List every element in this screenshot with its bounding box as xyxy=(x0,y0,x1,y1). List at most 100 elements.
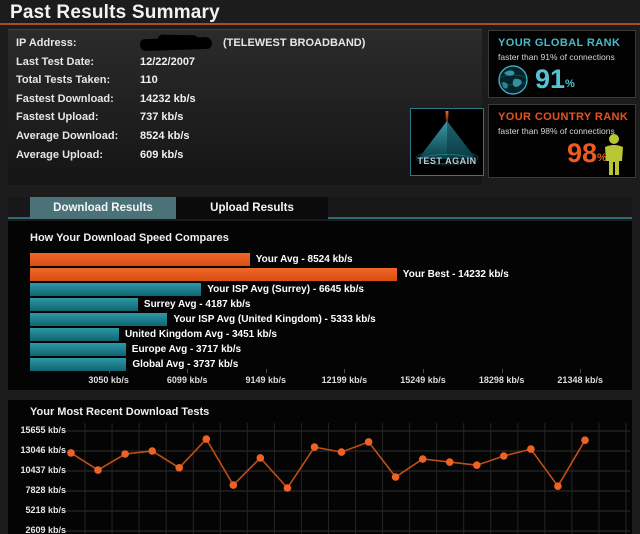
y-axis-label: 5218 kb/s xyxy=(25,505,66,515)
x-tick: 18298 kb/s xyxy=(478,375,525,385)
data-point xyxy=(283,484,292,492)
x-tick: 3050 kb/s xyxy=(88,375,129,385)
tab-upload-results[interactable]: Upload Results xyxy=(176,197,328,219)
page-title: Past Results Summary xyxy=(10,2,220,23)
data-point xyxy=(418,455,427,463)
y-axis-label: 7828 kb/s xyxy=(25,485,66,495)
data-point xyxy=(310,443,319,451)
globe-icon xyxy=(496,63,530,102)
data-point xyxy=(527,445,535,453)
title-underline xyxy=(0,23,640,25)
info-value: 14232 kb/s xyxy=(140,92,196,105)
data-point xyxy=(202,435,211,443)
tab-download-results[interactable]: Download Results xyxy=(30,197,176,219)
test-again-label: TEST AGAIN xyxy=(417,156,477,166)
info-row: Average Upload: 609 kb/s xyxy=(16,149,476,165)
info-value: 12/22/2007 xyxy=(140,55,196,68)
y-axis-label: 2609 kb/s xyxy=(25,525,66,534)
info-value: 609 kb/s xyxy=(140,148,184,161)
info-label: Total Tests Taken: xyxy=(16,74,111,87)
bar-row: Your Best - 14232 kb/s xyxy=(30,268,630,281)
bar xyxy=(30,298,138,311)
data-point xyxy=(148,447,156,455)
x-tick: 6099 kb/s xyxy=(166,375,208,385)
bar-label: Europe Avg - 3717 kb/s xyxy=(131,344,242,355)
x-tickmark xyxy=(344,369,346,373)
info-row: Last Test Date: 12/22/2007 xyxy=(16,56,476,72)
info-label: Last Test Date: xyxy=(16,55,95,68)
y-axis-label: 13046 kb/s xyxy=(20,445,66,455)
data-point xyxy=(229,481,238,489)
data-point xyxy=(473,461,481,469)
bar xyxy=(30,313,168,326)
bar-row: Your Avg - 8524 kb/s xyxy=(30,253,630,266)
info-label: Fastest Download: xyxy=(16,92,114,105)
bar xyxy=(30,343,126,356)
redacted-ip xyxy=(139,36,213,52)
data-point xyxy=(175,464,183,472)
info-row: IP Address: (TELEWEST BROADBAND) xyxy=(16,36,476,53)
info-value: 8524 kb/s xyxy=(140,130,190,142)
y-axis-label: 10437 kb/s xyxy=(20,465,66,475)
bar-row: Europe Avg - 3717 kb/s xyxy=(30,343,630,356)
summary-panel: IP Address: (TELEWEST BROADBAND) Last Test… xyxy=(8,29,482,185)
data-point xyxy=(121,450,129,458)
data-point xyxy=(581,436,589,444)
country-rank-value: 98% xyxy=(567,138,607,168)
x-tickmark xyxy=(108,369,110,373)
test-again-pyramid-icon xyxy=(415,111,479,166)
global-rank-value: 91% xyxy=(535,64,575,94)
x-tick: 15249 kb/s xyxy=(400,375,446,385)
data-point xyxy=(337,448,346,456)
recent-tests-panel: Your Most Recent Download Tests 15655 kb… xyxy=(8,400,632,534)
bar-label: Your ISP Avg (Surrey) - 6645 kb/s xyxy=(207,284,364,295)
bar-label: Your Avg - 8524 kb/s xyxy=(255,254,353,265)
bar-row: Your ISP Avg (United Kingdom) - 5333 kb/… xyxy=(30,313,630,326)
x-tick: 21348 kb/s xyxy=(557,375,603,385)
country-rank-panel: YOUR COUNTRY RANK faster than 98% of con… xyxy=(488,104,636,178)
bar-label: Your Best - 14232 kb/s xyxy=(402,269,509,280)
test-again-button[interactable]: TEST AGAIN xyxy=(410,108,484,176)
bar-chart: Your Avg - 8524 kb/s Your Best - 14232 kb… xyxy=(30,253,630,374)
bar xyxy=(30,283,202,296)
bar-row: Global Avg - 3737 kb/s xyxy=(30,358,630,371)
info-value: 737 kb/s xyxy=(140,111,184,124)
data-point xyxy=(364,438,373,446)
download-compare-panel: How Your Download Speed Compares Your Av… xyxy=(8,221,632,390)
bar-row: United Kingdom Avg - 3451 kb/s xyxy=(30,328,630,341)
bar xyxy=(30,268,397,281)
data-point xyxy=(391,473,400,481)
y-axis-label: 15655 kb/s xyxy=(20,425,66,435)
bar-row: Surrey Avg - 4187 kb/s xyxy=(30,298,630,311)
x-tick: 9149 kb/s xyxy=(245,375,287,385)
line-chart-svg xyxy=(66,423,630,534)
x-tickmark xyxy=(423,369,424,373)
info-label: IP Address: xyxy=(16,37,77,49)
bar xyxy=(30,253,250,266)
data-point xyxy=(67,449,75,457)
bar-label: Your ISP Avg (United Kingdom) - 5333 kb/… xyxy=(173,314,376,325)
global-rank-subtitle: faster than 91% of connections xyxy=(498,52,615,62)
info-row: Fastest Download: 14232 kb/s xyxy=(16,93,476,109)
x-tickmark xyxy=(265,369,267,373)
info-label: Fastest Upload: xyxy=(16,111,99,124)
x-tickmark xyxy=(187,369,189,373)
line-chart-title: Your Most Recent Download Tests xyxy=(30,406,210,418)
bar-chart-x-axis: 3050 kb/s 6099 kb/s 9149 kb/s 12199 kb/s 152… xyxy=(30,369,630,387)
info-row: Fastest Upload: 737 kb/s xyxy=(16,111,476,127)
bar xyxy=(30,358,127,371)
country-rank-title: YOUR COUNTRY RANK xyxy=(498,111,629,123)
data-point xyxy=(94,466,102,474)
data-point xyxy=(554,482,562,490)
bar-label: Global Avg - 3737 kb/s xyxy=(132,359,239,370)
bar-label: Surrey Avg - 4187 kb/s xyxy=(143,299,251,310)
data-point xyxy=(256,454,265,462)
info-row: Average Download: 8524 kb/s xyxy=(16,130,476,146)
info-label: Average Upload: xyxy=(16,148,104,161)
isp-name: (TELEWEST BROADBAND) xyxy=(223,37,366,49)
tab-strip: Download Results Upload Results xyxy=(8,197,632,219)
global-rank-panel: YOUR GLOBAL RANK faster than 91% of conn… xyxy=(488,30,636,98)
global-rank-title: YOUR GLOBAL RANK xyxy=(498,37,621,49)
bar-chart-title: How Your Download Speed Compares xyxy=(30,232,229,244)
bar-label: United Kingdom Avg - 3451 kb/s xyxy=(124,329,277,340)
